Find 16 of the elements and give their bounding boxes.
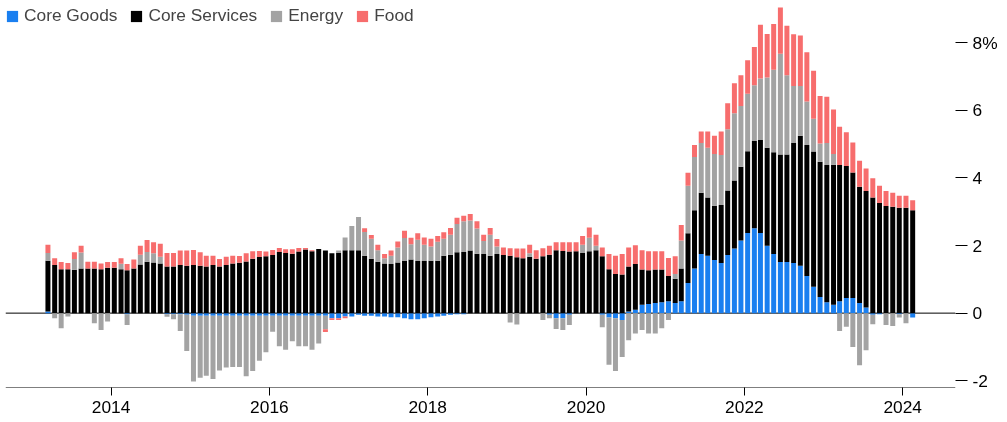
x-tick-label: 2020 [566, 396, 606, 417]
y-tick-label: 2 [972, 235, 983, 256]
y-tick-label: 4 [972, 167, 983, 188]
legend-label: Energy [288, 5, 344, 26]
y-tick-label: -2 [972, 370, 988, 391]
legend-label: Core Goods [24, 5, 118, 26]
x-tick-label: 2014 [91, 396, 131, 417]
legend-label: Food [374, 5, 414, 26]
legend-label: Core Services [148, 5, 258, 26]
x-tick-label: 2022 [725, 396, 764, 417]
x-tick-label: 2024 [883, 396, 923, 417]
y-tick-label: 8% [972, 32, 998, 53]
x-tick-label: 2018 [408, 396, 448, 417]
x-tick-label: 2016 [250, 396, 289, 417]
y-tick-label: 0 [972, 303, 983, 324]
y-tick-label: 6 [972, 100, 983, 121]
